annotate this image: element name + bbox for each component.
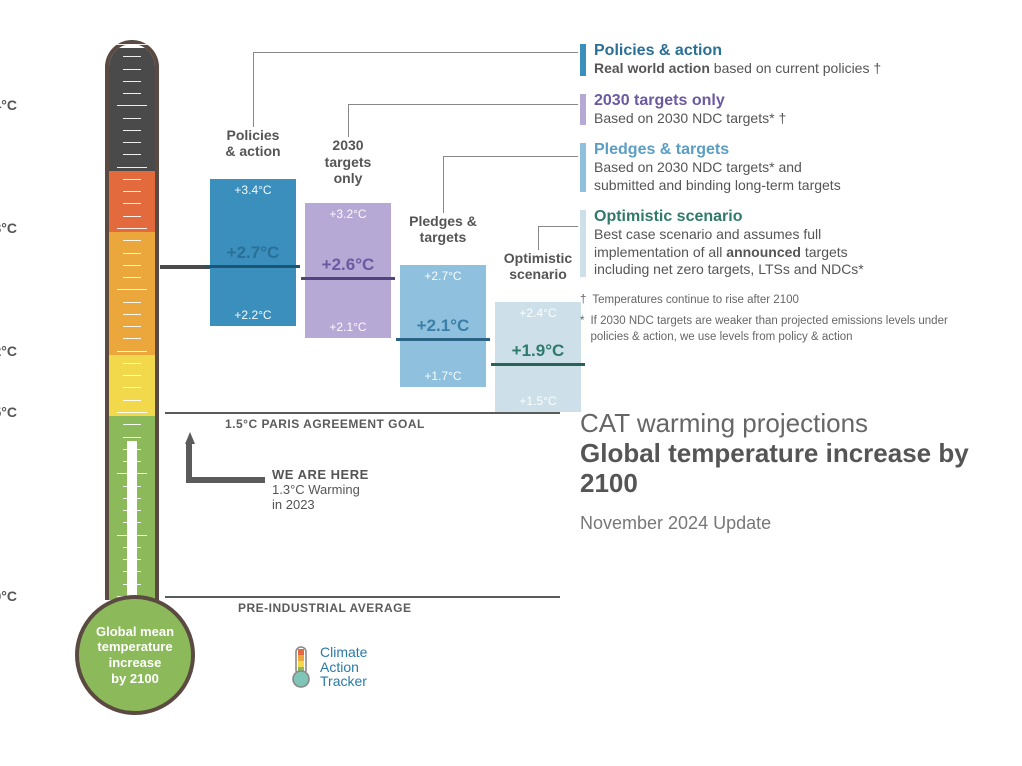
scenario-pledges-median-line xyxy=(396,338,490,341)
thermometer-band xyxy=(109,48,155,171)
scenario-targets2030-high: +3.2°C xyxy=(305,207,391,221)
legend-desc: Real world action based on current polic… xyxy=(594,60,990,78)
scenario-pledges-median: +2.1°C xyxy=(400,316,486,336)
therm-connector-line xyxy=(160,265,210,269)
legend: Policies & action Real world action base… xyxy=(580,42,990,345)
legend-swatch xyxy=(580,94,586,126)
scenario-optimistic-median: +1.9°C xyxy=(495,341,581,361)
title-block: CAT warming projections Global temperatu… xyxy=(580,408,980,534)
scenario-optimistic-median-line xyxy=(491,363,585,366)
paris-line xyxy=(165,412,560,414)
connector-policies-v xyxy=(253,52,254,127)
scenario-optimistic-title: Optimisticscenario xyxy=(495,250,581,286)
mercury-column xyxy=(127,441,137,600)
preindustrial-label: PRE-INDUSTRIAL AVERAGE xyxy=(238,601,411,615)
we-are-here-label: WE ARE HERE 1.3°C Warming in 2023 xyxy=(272,467,369,512)
scenario-pledges-low: +1.7°C xyxy=(400,369,486,383)
legend-title: Pledges & targets xyxy=(594,141,990,159)
legend-swatch xyxy=(580,210,586,277)
legend-swatch xyxy=(580,44,586,76)
logo-text: Climate Action Tracker xyxy=(320,645,367,689)
cat-logo: Climate Action Tracker xyxy=(290,645,367,689)
scenario-targets2030-median-line xyxy=(301,277,395,280)
title-line2: Global temperature increase by 2100 xyxy=(580,439,980,499)
legend-desc: Based on 2030 NDC targets* † xyxy=(594,110,990,128)
axis-tick-label: +4°C xyxy=(0,97,17,113)
axis-tick-label: +1.5°C xyxy=(0,404,17,420)
logo-thermometer-icon xyxy=(290,646,312,688)
connector-optimistic-h xyxy=(538,226,578,227)
scenario-targets2030-title: 2030targetsonly xyxy=(305,137,391,189)
connector-pledges-h xyxy=(443,156,578,157)
scenario-policies-median: +2.7°C xyxy=(210,243,296,263)
legend-swatch xyxy=(580,143,586,192)
paris-label: 1.5°C PARIS AGREEMENT GOAL xyxy=(225,417,425,431)
title-line1: CAT warming projections xyxy=(580,408,980,439)
connector-targets2030-v xyxy=(348,104,349,137)
scenario-policies-title: Policies& action xyxy=(210,127,296,163)
scenario-optimistic-low: +1.5°C xyxy=(495,394,581,408)
legend-desc: Based on 2030 NDC targets* andsubmitted … xyxy=(594,159,990,194)
legend-title: 2030 targets only xyxy=(594,92,990,110)
thermometer-band xyxy=(109,355,155,416)
scenario-policies-median-line xyxy=(206,265,300,268)
legend-desc: Best case scenario and assumes fullimple… xyxy=(594,226,990,279)
thermometer-bulb: Global mean temperature increase by 2100 xyxy=(75,595,195,715)
thermometer-band xyxy=(109,171,155,232)
scenario-optimistic-high: +2.4°C xyxy=(495,306,581,320)
legend-item-optimistic: Optimistic scenario Best case scenario a… xyxy=(580,208,990,279)
thermometer-band xyxy=(109,232,155,355)
scenario-pledges-high: +2.7°C xyxy=(400,269,486,283)
connector-pledges-v xyxy=(443,156,444,213)
scenario-policies-high: +3.4°C xyxy=(210,183,296,197)
footnote-star: *If 2030 NDC targets are weaker than pro… xyxy=(580,314,960,345)
legend-item-policies: Policies & action Real world action base… xyxy=(580,42,990,78)
axis-tick-label: +2°C xyxy=(0,343,17,359)
scenario-targets2030-median: +2.6°C xyxy=(305,255,391,275)
connector-targets2030-h xyxy=(348,104,578,105)
footnote-dagger: †Temperatures continue to rise after 210… xyxy=(580,293,990,309)
preindustrial-line xyxy=(165,596,560,598)
axis-tick-label: +0°C xyxy=(0,588,17,604)
scenario-pledges-title: Pledges &targets xyxy=(400,213,486,249)
connector-optimistic-v xyxy=(538,226,539,250)
bulb-label: Global mean temperature increase by 2100 xyxy=(92,620,178,690)
legend-title: Policies & action xyxy=(594,42,990,60)
legend-item-pledges: Pledges & targets Based on 2030 NDC targ… xyxy=(580,141,990,194)
scenario-targets2030-low: +2.1°C xyxy=(305,320,391,334)
thermometer-tube xyxy=(105,40,159,600)
scenario-policies-low: +2.2°C xyxy=(210,308,296,322)
legend-item-targets2030: 2030 targets only Based on 2030 NDC targ… xyxy=(580,92,990,128)
legend-title: Optimistic scenario xyxy=(594,208,990,226)
axis-tick-label: +3°C xyxy=(0,220,17,236)
title-date: November 2024 Update xyxy=(580,513,980,534)
connector-policies-h xyxy=(253,52,578,53)
